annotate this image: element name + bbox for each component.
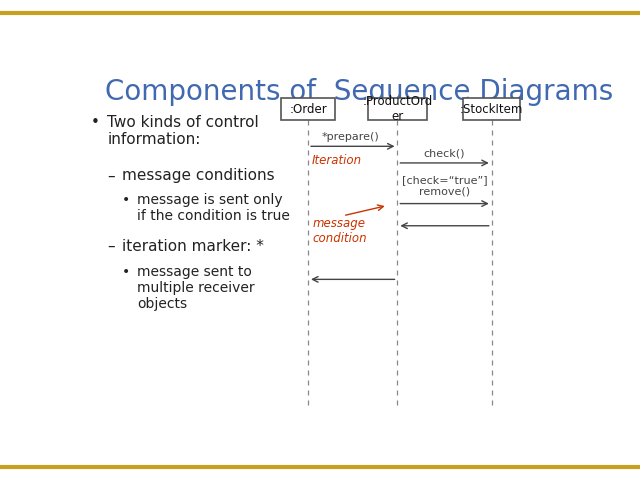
- Bar: [463, 98, 520, 120]
- Text: •: •: [91, 115, 100, 130]
- Text: •: •: [122, 192, 131, 206]
- Text: message sent to
multiple receiver
objects: message sent to multiple receiver object…: [137, 264, 255, 311]
- Bar: [368, 98, 428, 120]
- Text: Components of  Sequence Diagrams: Components of Sequence Diagrams: [105, 78, 613, 106]
- Text: Two kinds of control
information:: Two kinds of control information:: [108, 115, 259, 147]
- Text: check(): check(): [424, 148, 465, 158]
- Text: :StockItem: :StockItem: [460, 103, 524, 116]
- Text: message conditions: message conditions: [122, 168, 275, 183]
- Text: :Order: :Order: [289, 103, 327, 116]
- Text: –: –: [108, 239, 115, 254]
- Text: iteration marker: *: iteration marker: *: [122, 239, 264, 254]
- Text: [check=“true”]
remove(): [check=“true”] remove(): [402, 175, 488, 197]
- Text: –: –: [108, 168, 115, 183]
- Text: •: •: [122, 264, 131, 278]
- Text: *prepare(): *prepare(): [321, 132, 379, 142]
- Text: message is sent only
if the condition is true: message is sent only if the condition is…: [137, 192, 290, 223]
- Text: Iteration: Iteration: [312, 155, 362, 168]
- Text: message
condition: message condition: [312, 216, 367, 244]
- Text: :ProductOrd
er: :ProductOrd er: [362, 96, 433, 123]
- Bar: [281, 98, 335, 120]
